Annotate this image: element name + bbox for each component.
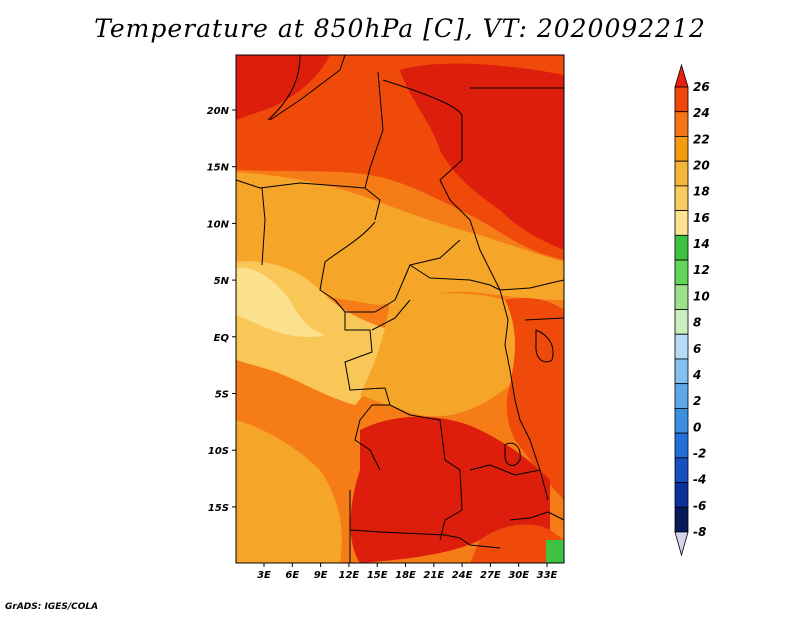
lon-tick-label: 24E	[452, 570, 473, 581]
field-northeast-hot	[400, 63, 564, 251]
colorbar-box	[674, 234, 689, 261]
colorbar-box	[674, 86, 689, 113]
colorbar-level-label: 12	[693, 263, 710, 277]
lon-tick-label: 12E	[339, 570, 360, 581]
colorbar-box	[674, 482, 689, 508]
field-southeast-warm	[470, 524, 564, 563]
field-east-warm	[505, 298, 564, 500]
colorbar-level-label: 16	[693, 211, 710, 225]
colorbar-level-label: 18	[693, 185, 710, 199]
lon-tick-label: 21E	[423, 570, 444, 581]
colorbar-box	[674, 333, 689, 360]
field-sahel-mild	[236, 172, 564, 305]
colorbar-level-label: -6	[693, 499, 706, 513]
lat-tick-label: 10N	[207, 219, 230, 230]
lat-tick-label: 20N	[207, 106, 230, 117]
colorbar-level-label: 4	[692, 368, 701, 382]
colorbar-box	[674, 160, 689, 187]
lon-tick-label: 9E	[314, 570, 328, 581]
lon-tick-label: 18E	[395, 570, 416, 581]
lat-tick-label: 15S	[208, 503, 229, 514]
colorbar-level-label: 26	[693, 80, 710, 94]
longitude-axis: 3E 6E 9E 12E 15E 18E 21E 24E 27E 30E 33E	[257, 563, 558, 581]
colorbar-level-label: 20	[693, 159, 710, 173]
lat-tick-label: 5S	[215, 390, 229, 401]
lat-tick-label: 15N	[207, 163, 230, 174]
colorbar-box	[674, 506, 689, 533]
colorbar-level-label: -2	[693, 446, 706, 460]
colorbar-bottom-triangle	[674, 531, 689, 557]
map-field	[236, 55, 564, 563]
colorbar-level-label: -8	[693, 525, 706, 539]
colorbar-box	[674, 111, 689, 137]
lat-tick-label: 5N	[214, 276, 230, 287]
colorbar-level-label: 6	[693, 342, 701, 356]
colorbar-level-label: 22	[693, 132, 710, 146]
colorbar-level-label: 14	[693, 237, 710, 251]
field-congo-mild	[360, 293, 515, 417]
colorbar-box	[674, 210, 689, 236]
colorbar-level-label: 24	[693, 106, 710, 120]
colorbar-level-label: 10	[693, 289, 710, 303]
colorbar-box	[674, 309, 689, 335]
field-north-hot	[236, 55, 330, 120]
colorbar-box	[674, 259, 689, 286]
lon-tick-label: 6E	[285, 570, 299, 581]
colorbar-level-label: -4	[693, 473, 706, 487]
colorbar-box	[674, 284, 689, 310]
map-frame	[235, 54, 565, 564]
field-southwest-mild	[236, 420, 342, 563]
chart-title: Temperature at 850hPa [C], VT: 202009221…	[94, 14, 706, 43]
field-south-hot	[350, 416, 550, 563]
colorbar-box	[674, 457, 689, 483]
lon-tick-label: 33E	[537, 570, 558, 581]
lon-tick-label: 27E	[480, 570, 501, 581]
field-southeast-green	[546, 540, 564, 563]
colorbar-top-triangle	[674, 63, 689, 88]
lon-tick-label: 3E	[257, 570, 271, 581]
grads-credit: GrADS: IGES/COLA	[5, 602, 99, 612]
colorbar-level-label: 2	[693, 394, 701, 408]
country-borders	[235, 54, 565, 563]
lon-tick-label: 15E	[367, 570, 388, 581]
colorbar-box	[674, 383, 689, 409]
colorbar-level-label: 0	[693, 420, 701, 434]
lon-tick-label: 30E	[508, 570, 529, 581]
colorbar-level-label: 8	[693, 316, 701, 330]
colorbar-box	[674, 432, 689, 459]
colorbar-box	[674, 358, 689, 385]
latitude-axis: 20N 15N 10N 5N EQ 5S 10S 15S	[207, 106, 236, 514]
field-coast-pale	[236, 267, 325, 337]
lat-tick-label: 10S	[208, 446, 229, 457]
colorbar-box	[674, 136, 689, 162]
colorbar-box	[674, 185, 689, 212]
lat-tick-label: EQ	[214, 333, 230, 344]
colorbar-box	[674, 407, 689, 434]
